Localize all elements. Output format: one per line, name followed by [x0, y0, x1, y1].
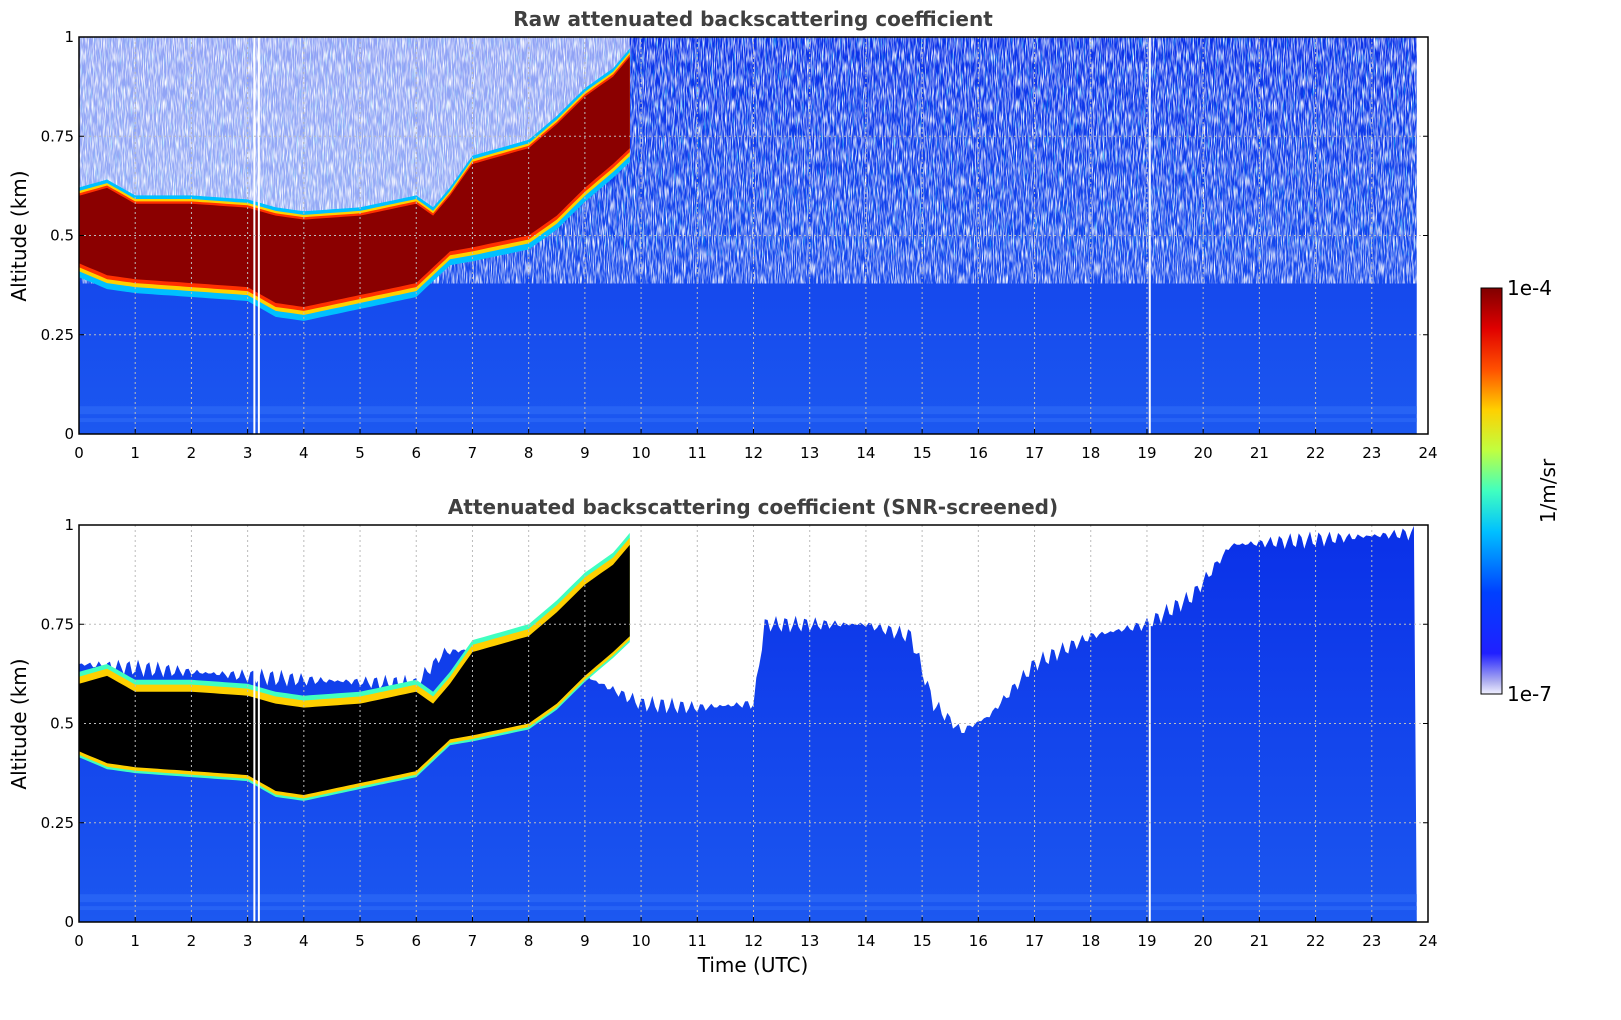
- x-tick-label: 10: [632, 444, 651, 462]
- x-tick-label: 15: [913, 932, 932, 950]
- y-axis-label: Altitude (km): [7, 170, 31, 301]
- x-tick-label: 18: [1081, 444, 1100, 462]
- snr-screened-panel: Attenuated backscattering coefficient (S…: [7, 495, 1438, 977]
- x-tick-label: 21: [1250, 444, 1269, 462]
- x-tick-label: 10: [632, 932, 651, 950]
- x-tick-label: 16: [969, 932, 988, 950]
- data-gap: [257, 37, 260, 434]
- colorbar-unit-label: 1/m/sr: [1536, 458, 1560, 523]
- x-tick-label: 0: [74, 444, 84, 462]
- surface-stripe: [79, 406, 1417, 415]
- attenuated-region: [79, 37, 630, 212]
- x-tick-label: 3: [243, 932, 253, 950]
- raw-backscatter-panel: Raw attenuated backscattering coefficien…: [7, 7, 1438, 462]
- y-tick-label: 0.25: [41, 814, 74, 832]
- x-tick-label: 12: [744, 444, 763, 462]
- y-tick-label: 0.25: [41, 326, 74, 344]
- x-tick-label: 12: [744, 932, 763, 950]
- x-tick-label: 8: [524, 932, 534, 950]
- x-tick-label: 18: [1081, 932, 1100, 950]
- x-tick-label: 19: [1137, 444, 1156, 462]
- colorbar-min-label: 1e-7: [1507, 682, 1552, 706]
- x-tick-label: 24: [1418, 444, 1437, 462]
- y-tick-label: 0: [64, 913, 74, 931]
- y-tick-label: 0.75: [41, 127, 74, 145]
- x-tick-label: 4: [299, 932, 309, 950]
- x-tick-label: 5: [355, 444, 365, 462]
- x-tick-label: 2: [187, 444, 197, 462]
- colorbar: 1e-4 1e-7 1/m/sr: [1480, 276, 1560, 706]
- x-tick-label: 3: [243, 444, 253, 462]
- x-tick-label: 15: [913, 444, 932, 462]
- colorbar-gradient: [1480, 287, 1503, 695]
- x-tick-label: 6: [411, 932, 421, 950]
- surface-stripe: [79, 418, 1417, 423]
- y-tick-label: 0.5: [50, 227, 74, 245]
- x-tick-label: 9: [580, 932, 590, 950]
- y-tick-label: 1: [64, 28, 74, 46]
- panel-title: Raw attenuated backscattering coefficien…: [513, 7, 993, 31]
- x-tick-label: 7: [468, 932, 478, 950]
- x-tick-label: 1: [130, 444, 140, 462]
- x-tick-label: 4: [299, 444, 309, 462]
- screened-cloud-band: [79, 544, 630, 795]
- x-tick-label: 19: [1137, 932, 1156, 950]
- x-tick-label: 13: [800, 932, 819, 950]
- cloud-layer-band: [79, 56, 630, 308]
- panel-title: Attenuated backscattering coefficient (S…: [448, 495, 1058, 519]
- x-tick-label: 8: [524, 444, 534, 462]
- x-tick-label: 14: [856, 444, 875, 462]
- x-tick-label: 21: [1250, 932, 1269, 950]
- x-tick-label: 16: [969, 444, 988, 462]
- x-tick-label: 23: [1362, 444, 1381, 462]
- x-tick-label: 17: [1025, 444, 1044, 462]
- x-tick-label: 11: [688, 444, 707, 462]
- x-tick-label: 13: [800, 444, 819, 462]
- x-tick-label: 9: [580, 444, 590, 462]
- x-tick-label: 24: [1418, 932, 1437, 950]
- x-tick-label: 14: [856, 932, 875, 950]
- x-tick-label: 23: [1362, 932, 1381, 950]
- colorbar-max-label: 1e-4: [1507, 276, 1552, 300]
- x-tick-label: 7: [468, 444, 478, 462]
- x-tick-label: 20: [1194, 444, 1213, 462]
- y-tick-label: 0.75: [41, 615, 74, 633]
- x-tick-label: 5: [355, 932, 365, 950]
- y-tick-label: 0.5: [50, 715, 74, 733]
- x-tick-label: 6: [411, 444, 421, 462]
- x-tick-label: 17: [1025, 932, 1044, 950]
- x-tick-label: 2: [187, 932, 197, 950]
- data-gap: [257, 525, 260, 922]
- x-axis-label: Time (UTC): [697, 953, 809, 977]
- surface-stripe: [79, 894, 1417, 903]
- x-tick-label: 22: [1306, 444, 1325, 462]
- x-tick-label: 20: [1194, 932, 1213, 950]
- surface-stripe: [79, 906, 1417, 911]
- x-tick-label: 1: [130, 932, 140, 950]
- x-tick-label: 0: [74, 932, 84, 950]
- x-tick-label: 11: [688, 932, 707, 950]
- y-tick-label: 1: [64, 516, 74, 534]
- y-tick-label: 0: [64, 425, 74, 443]
- y-axis-label: Altitude (km): [7, 658, 31, 789]
- valid-signal-region: [79, 525, 1417, 922]
- x-tick-label: 22: [1306, 932, 1325, 950]
